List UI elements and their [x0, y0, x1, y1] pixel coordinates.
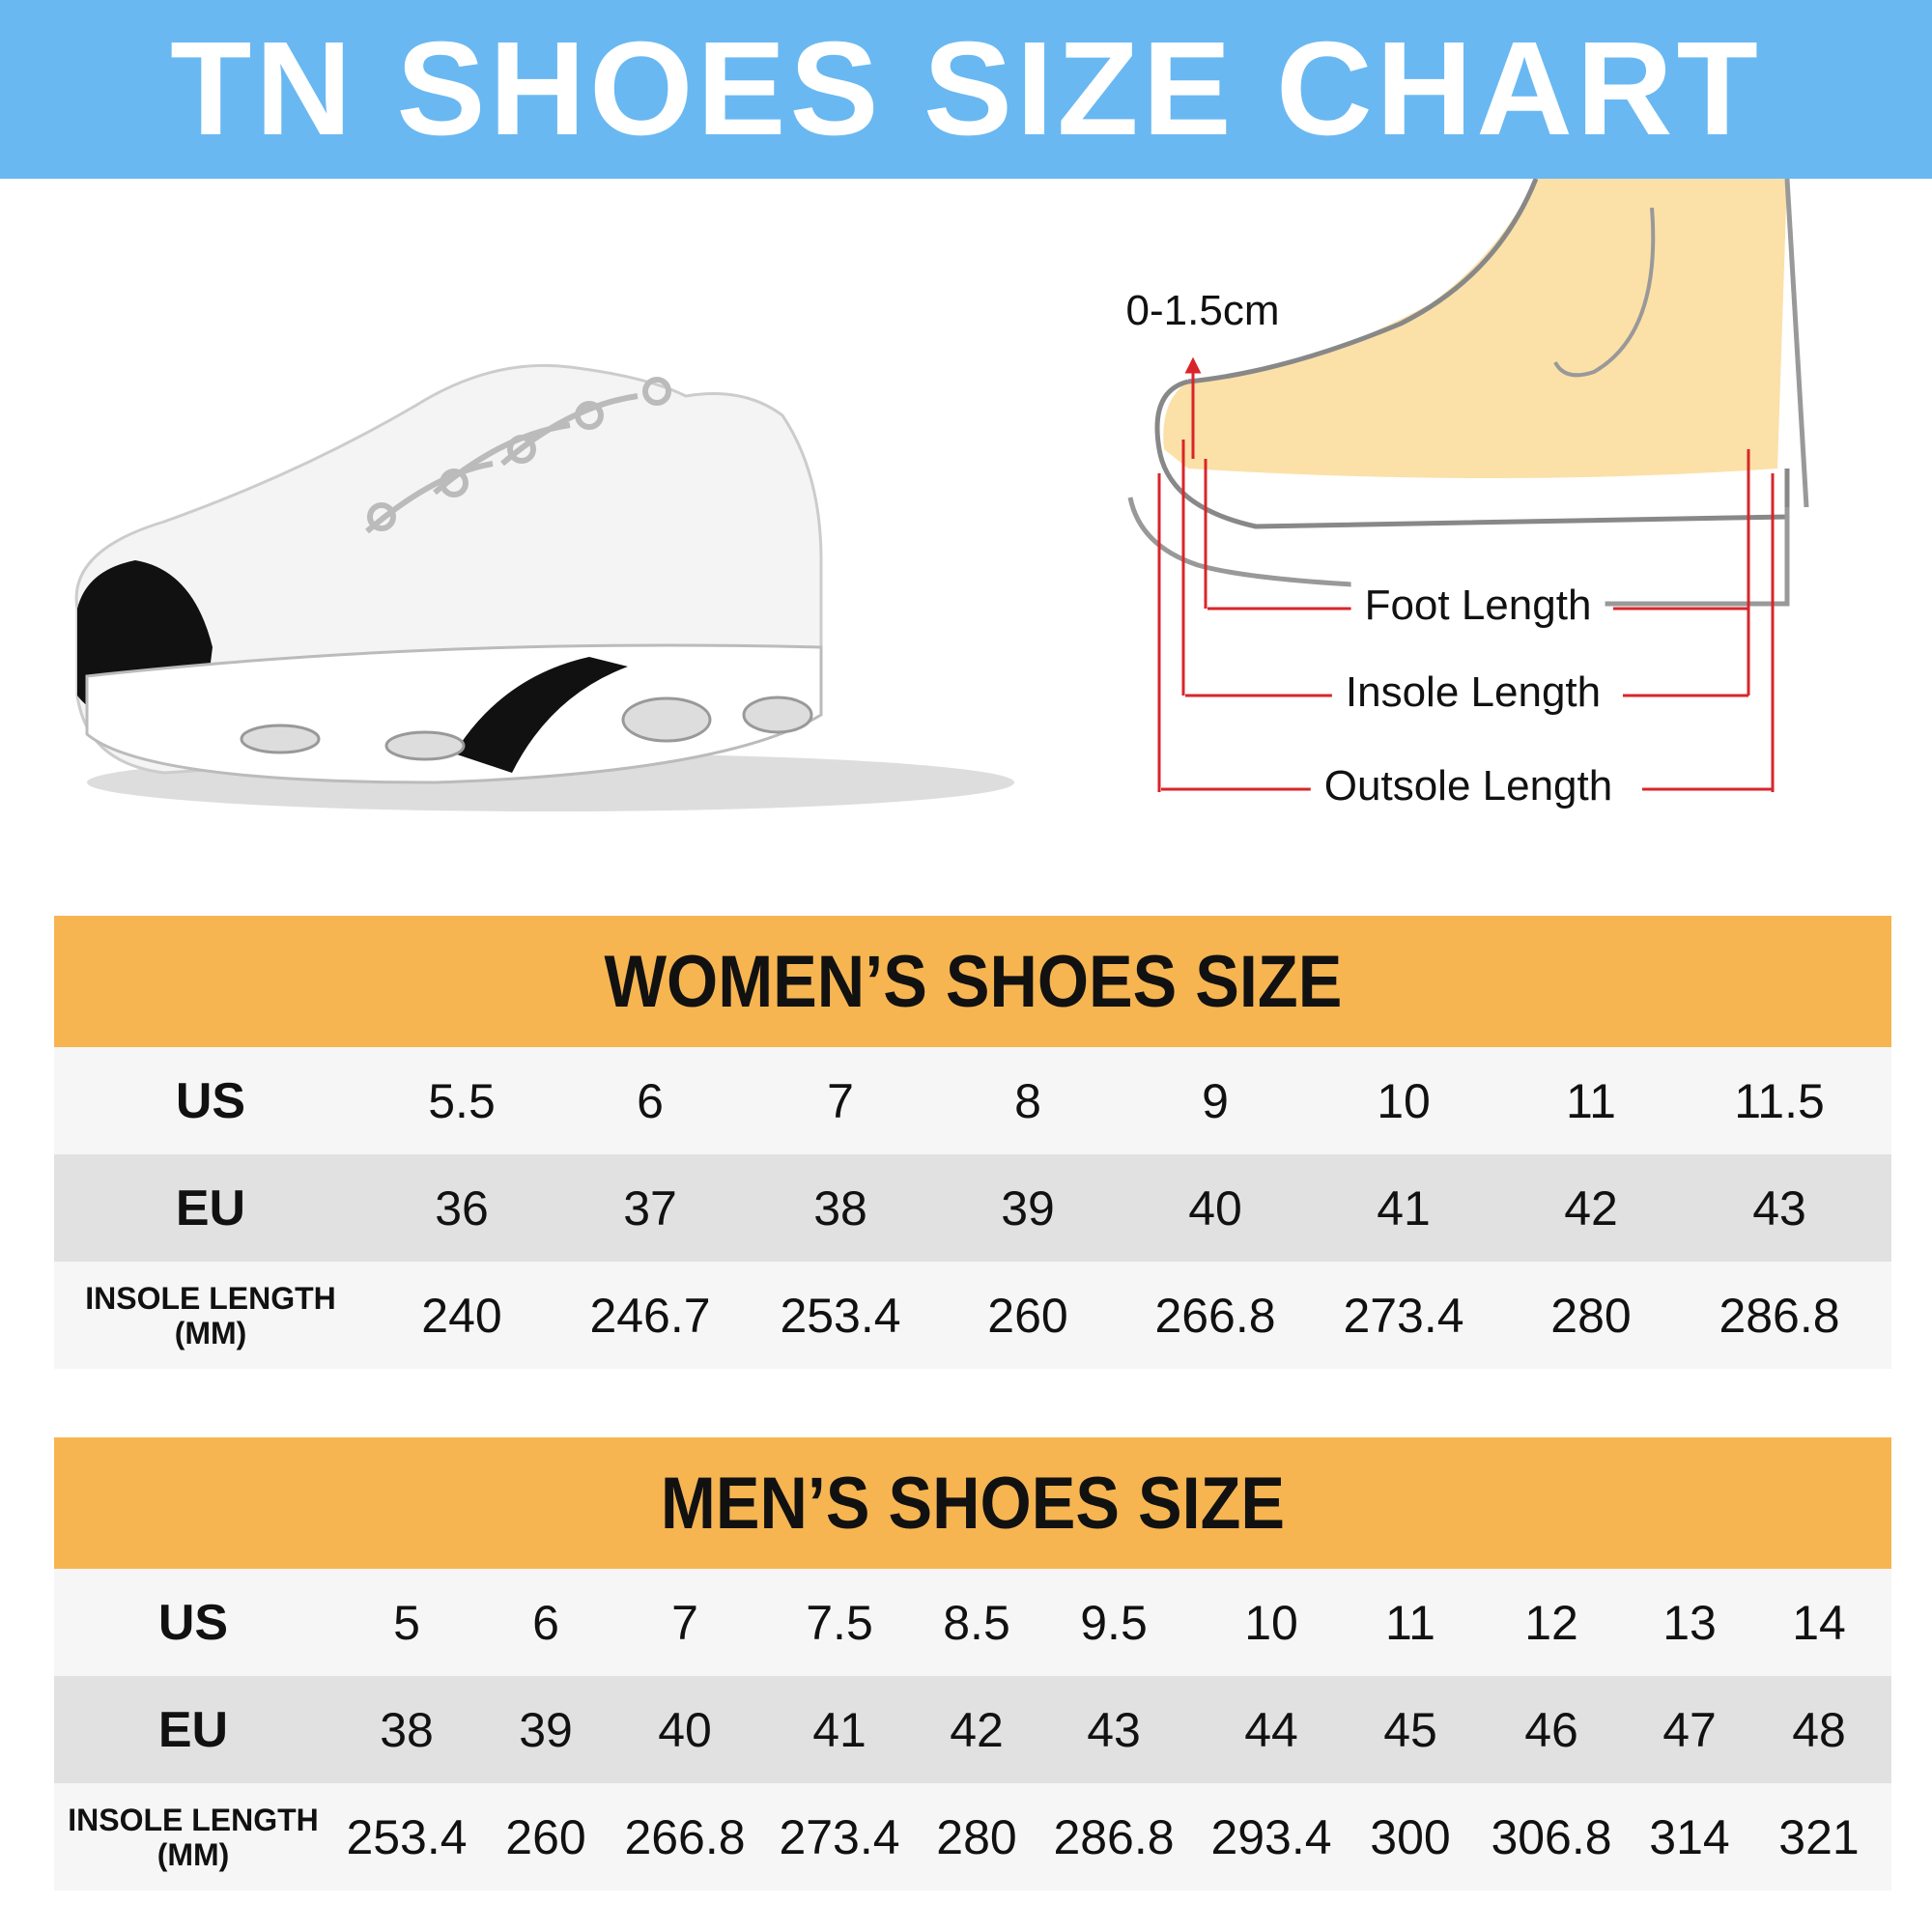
insole-value-cell: 321: [1778, 1809, 1860, 1864]
us-value-cell: 7: [671, 1595, 698, 1650]
eu-value-cell: 36: [435, 1180, 489, 1236]
foot-length-label: Foot Length: [1350, 582, 1605, 630]
insole-value-cell: 280: [936, 1809, 1017, 1864]
us-value-cell: 13: [1662, 1595, 1717, 1650]
eu-value-cell: 42: [1564, 1180, 1618, 1236]
womens-table-header: WOMEN’S SHOES SIZE: [54, 916, 1891, 1047]
us-value-cell: 14: [1792, 1595, 1846, 1650]
eu-value-cell: 39: [519, 1702, 573, 1757]
insole-value-cell: 253.4: [780, 1288, 901, 1343]
insole-value-cell: 273.4: [1343, 1288, 1464, 1343]
us-value-cell: 5: [393, 1595, 420, 1650]
foot-in-shoe-illustration: [1127, 178, 1809, 792]
insole-length-row: INSOLE LENGTH (MM) 240 246.7 253.4 260 266.8 2…: [54, 1262, 1891, 1369]
insole-length-label: Insole Length: [1331, 668, 1615, 717]
eu-value-cell: 46: [1524, 1702, 1578, 1757]
insole-label: INSOLE LENGTH: [85, 1280, 336, 1316]
us-value-cell: 7: [827, 1073, 854, 1128]
us-value-cell: 11.5: [1734, 1073, 1825, 1128]
insole-value-cell: 253.4: [346, 1809, 468, 1864]
row-label: INSOLE LENGTH (MM): [68, 1803, 319, 1872]
insole-value-cell: 314: [1649, 1809, 1730, 1864]
us-value-cell: 9.5: [1080, 1595, 1148, 1650]
us-value-cell: 11: [1566, 1073, 1616, 1128]
insole-value-cell: 293.4: [1210, 1809, 1332, 1864]
eu-value-cell: 39: [1001, 1180, 1055, 1236]
us-value-cell: 5.5: [428, 1073, 496, 1128]
row-label: EU: [175, 1179, 246, 1236]
eu-value-cell: 38: [380, 1702, 434, 1757]
toe-gap-label: 0-1.5cm: [1112, 287, 1293, 335]
row-label: INSOLE LENGTH (MM): [85, 1281, 336, 1350]
us-value-cell: 10: [1377, 1073, 1431, 1128]
eu-value-cell: 41: [812, 1702, 867, 1757]
insole-value-cell: 273.4: [779, 1809, 900, 1864]
title-banner: TN SHOES SIZE CHART: [0, 0, 1932, 179]
us-value-cell: 8: [1014, 1073, 1041, 1128]
row-label: US: [175, 1072, 246, 1129]
insole-value-cell: 240: [421, 1288, 502, 1343]
insole-value-cell: 286.8: [1053, 1809, 1175, 1864]
page-title: TN SHOES SIZE CHART: [170, 14, 1762, 163]
eu-value-cell: 41: [1377, 1180, 1431, 1236]
eu-value-cell: 40: [658, 1702, 712, 1757]
us-size-row: US 5 6 7 7.5 8.5 9.5 10 11 12 13 14: [54, 1569, 1891, 1676]
eu-value-cell: 38: [813, 1180, 867, 1236]
outsole-length-label: Outsole Length: [1310, 762, 1627, 810]
us-size-row: US 5.5 6 7 8 9 10 11 11.5: [54, 1047, 1891, 1154]
insole-unit: (MM): [156, 1836, 230, 1872]
insole-value-cell: 260: [987, 1288, 1068, 1343]
us-value-cell: 12: [1524, 1595, 1578, 1650]
eu-value-cell: 48: [1792, 1702, 1846, 1757]
insole-value-cell: 266.8: [1154, 1288, 1276, 1343]
eu-value-cell: 45: [1383, 1702, 1437, 1757]
mens-table-title: MEN’S SHOES SIZE: [660, 1462, 1286, 1545]
insole-value-cell: 280: [1550, 1288, 1632, 1343]
eu-value-cell: 43: [1087, 1702, 1141, 1757]
eu-value-cell: 44: [1244, 1702, 1298, 1757]
us-value-cell: 9: [1202, 1073, 1229, 1128]
womens-table-title: WOMEN’S SHOES SIZE: [604, 940, 1342, 1023]
mens-size-table: MEN’S SHOES SIZE US 5 6 7 7.5 8.5 9.5 10 11 12 13…: [54, 1437, 1891, 1891]
insole-value-cell: 260: [505, 1809, 586, 1864]
us-value-cell: 6: [637, 1073, 664, 1128]
insole-value-cell: 246.7: [589, 1288, 711, 1343]
eu-value-cell: 47: [1662, 1702, 1717, 1757]
row-label: EU: [157, 1701, 229, 1758]
foot-measurement-diagram: 0-1.5cm Foot Length Insole Length Outsol…: [1111, 178, 1932, 836]
row-label: US: [157, 1594, 229, 1651]
insole-value-cell: 286.8: [1719, 1288, 1840, 1343]
mens-table-header: MEN’S SHOES SIZE: [54, 1437, 1891, 1569]
insole-value-cell: 306.8: [1491, 1809, 1612, 1864]
insole-unit: (MM): [174, 1315, 247, 1350]
womens-size-table: WOMEN’S SHOES SIZE US 5.5 6 7 8 9 10 11 11.5 EU…: [54, 916, 1891, 1369]
insole-value-cell: 300: [1370, 1809, 1451, 1864]
sneaker-image: [74, 363, 1014, 811]
eu-value-cell: 40: [1188, 1180, 1242, 1236]
eu-value-cell: 43: [1752, 1180, 1806, 1236]
us-value-cell: 8.5: [943, 1595, 1010, 1650]
us-value-cell: 11: [1385, 1595, 1435, 1650]
eu-value-cell: 42: [950, 1702, 1004, 1757]
us-value-cell: 6: [532, 1595, 559, 1650]
eu-size-row: EU 38 39 40 41 42 43 44 45 46 47 48: [54, 1676, 1891, 1783]
insole-label: INSOLE LENGTH: [68, 1802, 319, 1837]
eu-size-row: EU 36 37 38 39 40 41 42 43: [54, 1154, 1891, 1262]
us-value-cell: 7.5: [806, 1595, 873, 1650]
insole-value-cell: 266.8: [624, 1809, 746, 1864]
us-value-cell: 10: [1244, 1595, 1298, 1650]
eu-value-cell: 37: [623, 1180, 677, 1236]
insole-length-row: INSOLE LENGTH (MM) 253.4 260 266.8 273.4 280 2…: [54, 1783, 1891, 1890]
